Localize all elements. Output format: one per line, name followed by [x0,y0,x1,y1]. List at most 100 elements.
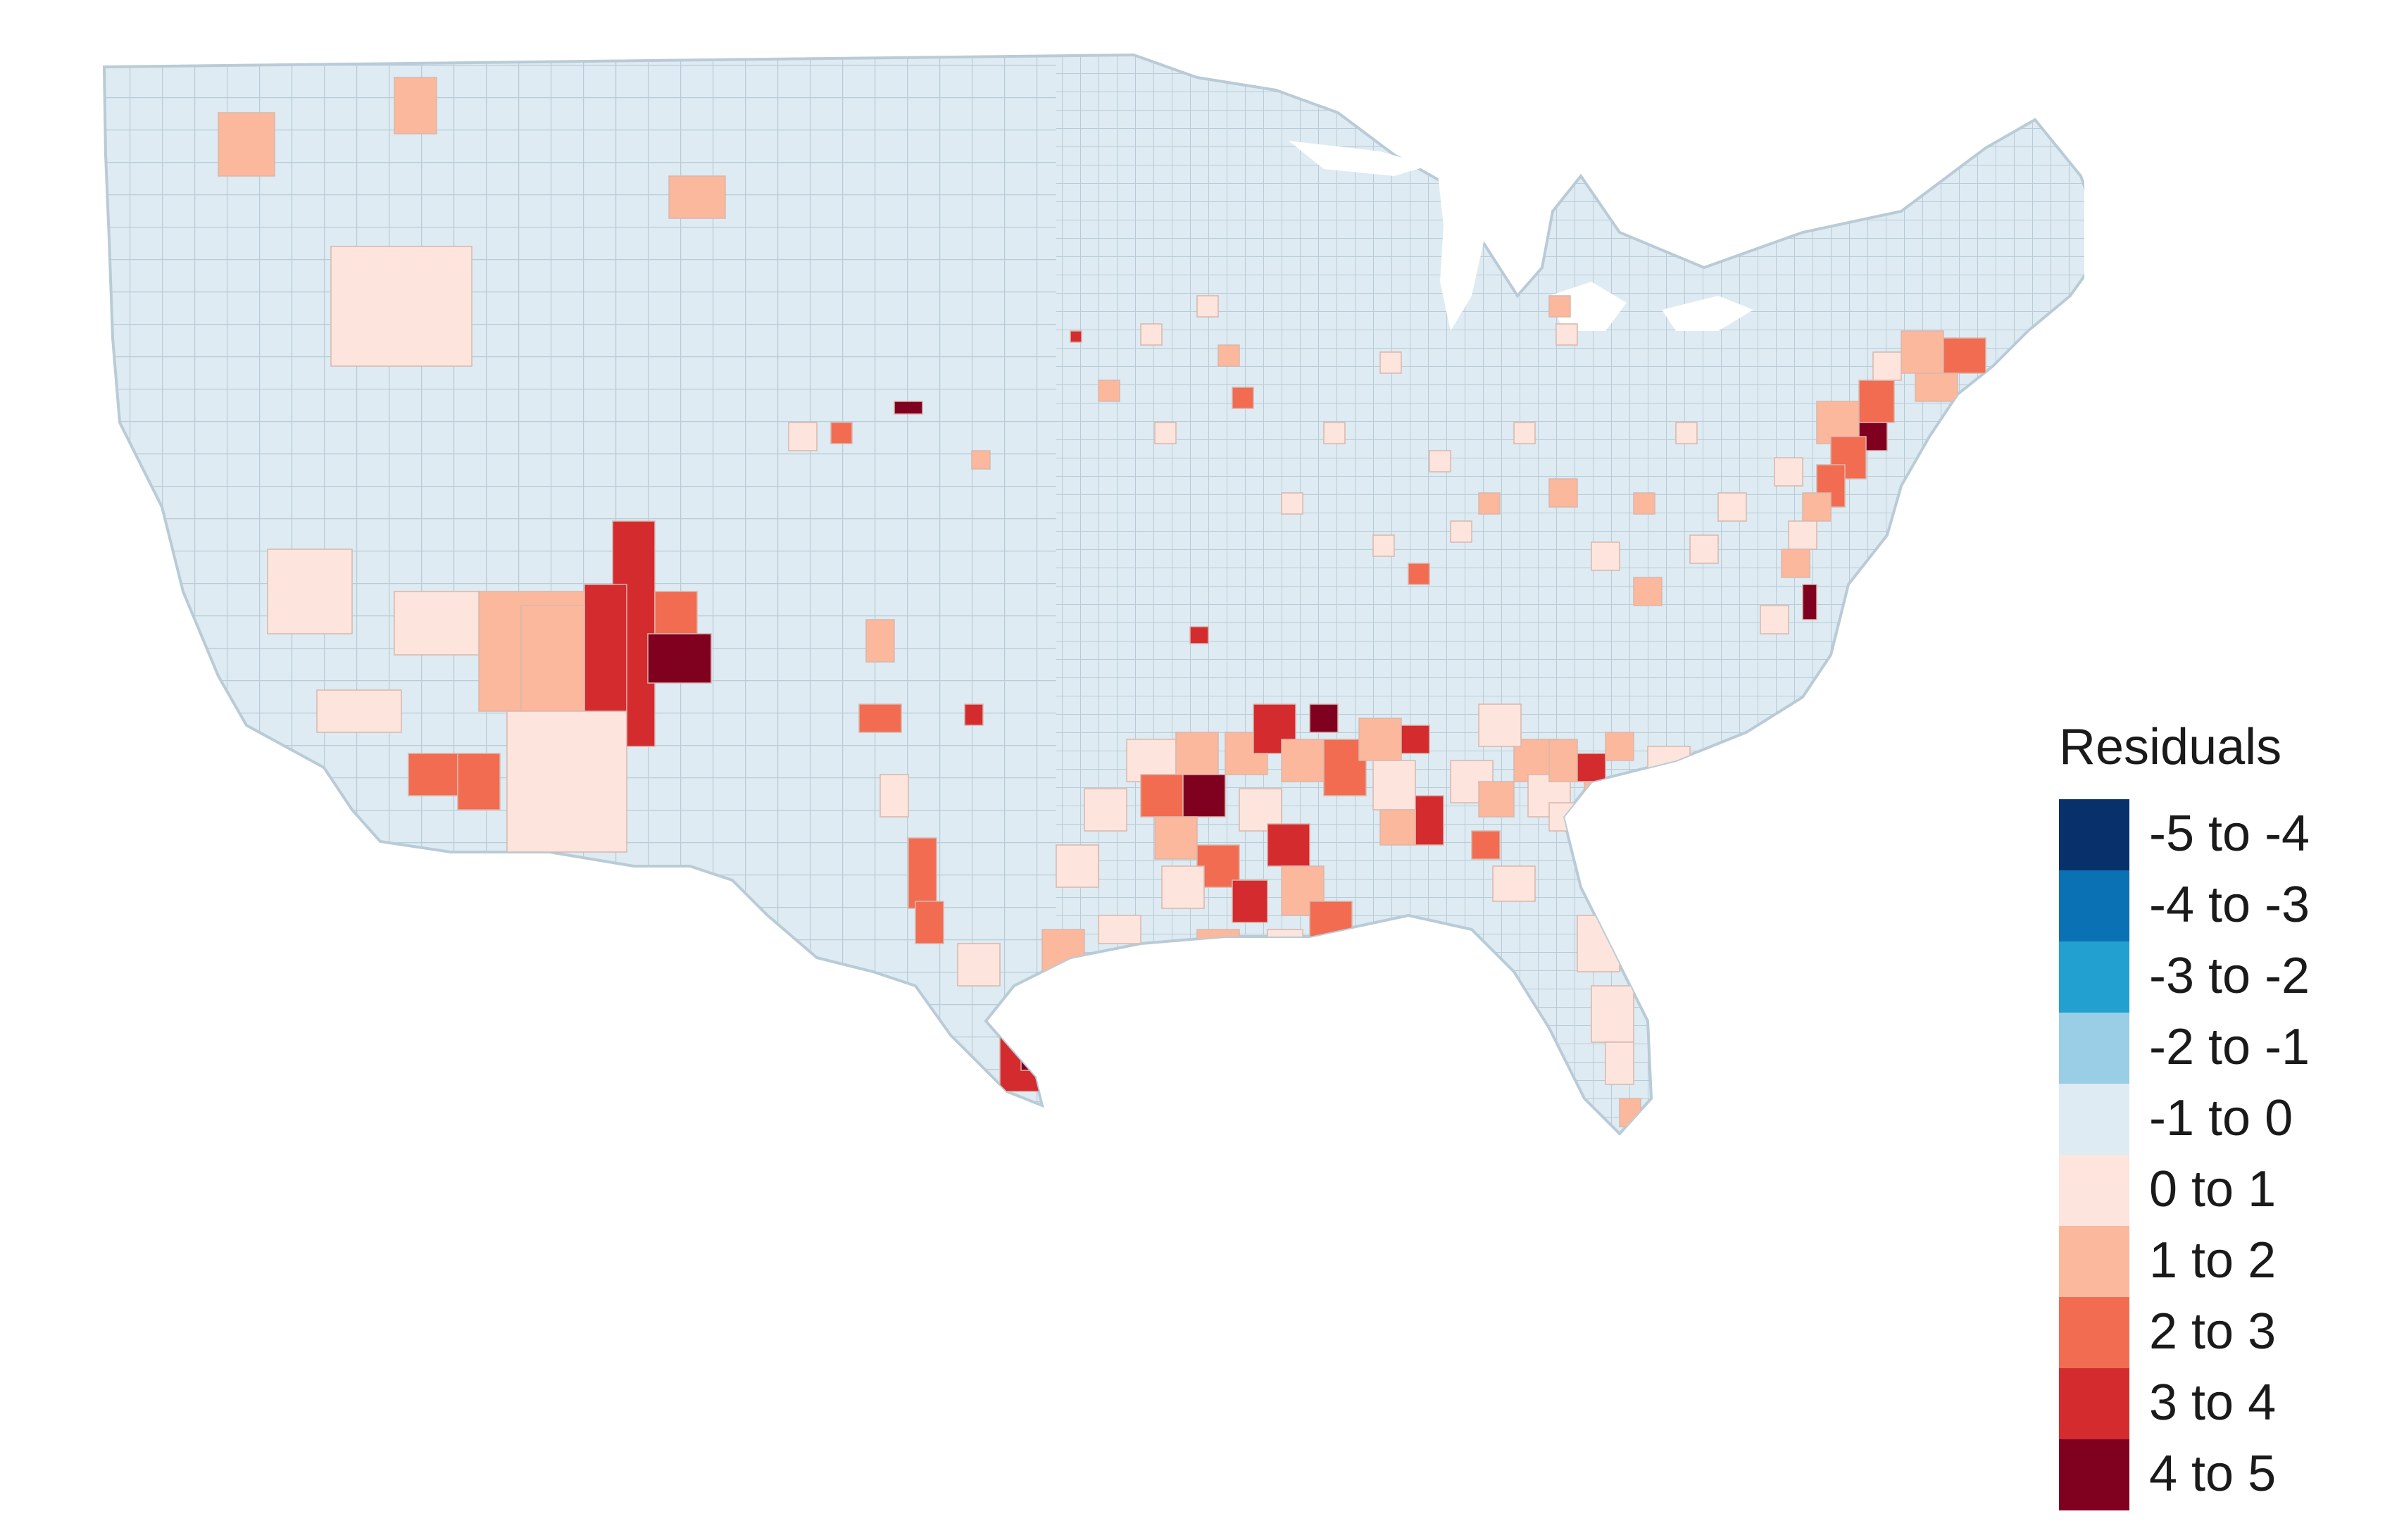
county-cell [1858,760,1888,789]
county-cell [218,112,275,177]
county-cell [957,943,1001,987]
county-cell [1548,802,1578,832]
county-cell [1591,541,1620,571]
legend-swatch [2059,1439,2129,1510]
county-cell [1760,605,1789,634]
county-cell [1070,330,1082,343]
county-cell [1513,422,1536,444]
county-cell [1802,872,1832,902]
county-cell [1084,788,1127,832]
county-cell [1041,929,1085,987]
legend-label: -5 to -4 [2149,806,2310,862]
county-cell [1647,746,1691,789]
county-cell [1689,879,1719,909]
county-cell [1154,816,1198,860]
county-cell [1647,802,1677,839]
county-cell [1591,985,1634,1043]
county-cell [1309,901,1353,937]
county-cell [1267,929,1303,965]
legend-swatch [2059,1013,2129,1084]
county-cell [1478,703,1522,747]
county-cell [1140,323,1163,346]
county-cell [1703,823,1733,853]
county-cell [1471,830,1501,860]
county-cell [1781,549,1810,578]
county-cell [865,619,895,663]
legend-swatch [2059,941,2129,1013]
county-cell [1217,344,1240,367]
county-cell [1915,774,1944,803]
county-cell [999,1027,1057,1092]
county-cell [1675,774,1712,818]
county-cell [1675,422,1698,444]
county-cell [1717,492,1747,522]
county-cell [1577,915,1620,972]
legend-label: 0 to 1 [2149,1161,2277,1217]
county-cell [1189,626,1209,644]
county-cell [1872,351,1902,381]
legend-swatch [2059,1368,2129,1439]
county-cell [1281,492,1303,515]
county-cell [1098,915,1141,944]
residual-highlight-counties [218,77,1986,1127]
county-cell [858,703,902,733]
legend-swatch [2059,870,2129,941]
county-cell [788,422,818,451]
county-cell [1915,373,1958,402]
county-cell [1732,774,1775,818]
county-cell [1379,809,1416,846]
legend-label: -2 to -1 [2149,1019,2310,1075]
county-cell [1098,380,1120,402]
county-cell [1309,703,1339,733]
legend-label: -3 to -2 [2149,948,2310,1004]
county-cell [394,591,480,656]
legend-swatch [2059,1155,2129,1226]
county-cell [457,753,501,810]
county-cell [830,422,853,444]
legend-label: 3 to 4 [2149,1375,2277,1431]
county-cell [1633,577,1663,606]
county-cell [1492,865,1536,902]
county-cell [1760,887,1789,916]
county-cell [1450,520,1472,543]
map-area [103,54,2084,1135]
legend-label: -1 to 0 [2149,1090,2293,1146]
county-cell [1548,739,1578,782]
county-cell [1858,380,1895,423]
county-cell [1724,908,1754,937]
legend-swatch [2059,1226,2129,1297]
county-cell [1196,929,1240,958]
county-cell [1577,753,1606,782]
county-cell [1196,295,1219,318]
county-cell [1802,584,1817,620]
county-cell [1056,844,1099,888]
county-cell [1232,879,1268,923]
county-cell [1584,816,1627,860]
county-cell [1901,739,1930,768]
county-cell [1401,725,1430,754]
county-borders [104,55,2084,1134]
county-cell [1267,823,1310,867]
county-cell [1901,330,1944,374]
us-county-choropleth [103,54,2084,1135]
county-cell [1429,450,1451,472]
legend-label: 1 to 2 [2149,1232,2277,1289]
county-cell [330,246,472,367]
county-cell [915,901,944,944]
county-cell [316,689,402,733]
county-cell [1633,492,1655,515]
county-cell [1478,492,1501,515]
county-cell [1802,492,1832,522]
county-cell [1379,351,1402,374]
county-cell [267,549,353,634]
county-cell [520,605,585,712]
county-cell [654,591,698,634]
county-cell [1830,788,1860,818]
county-cell [1689,534,1719,564]
county-cell [1788,520,1817,550]
county-cell [1605,732,1634,761]
county-cell [1140,774,1184,818]
county-cell [1943,337,1986,374]
county-cell [647,633,712,684]
legend-label: -4 to -3 [2149,877,2310,933]
